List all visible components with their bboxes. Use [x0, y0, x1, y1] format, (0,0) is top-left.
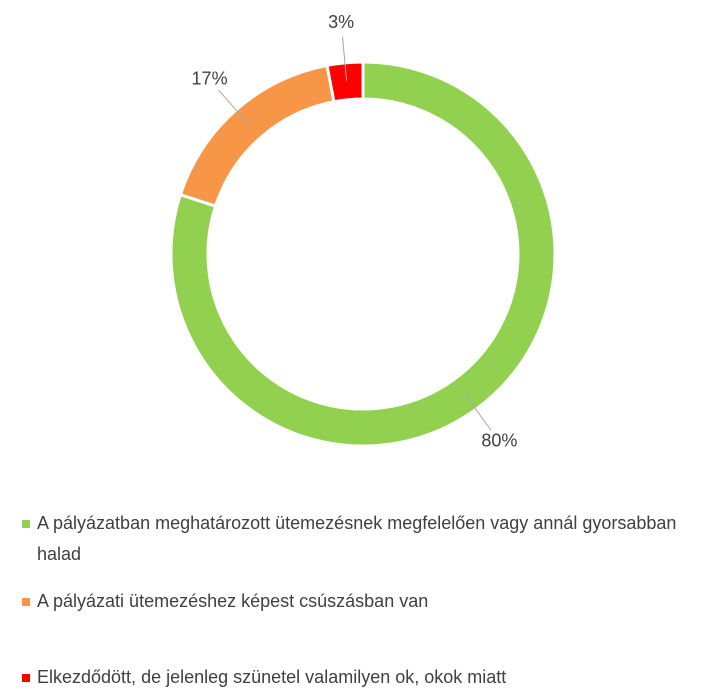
- donut-segment: [169, 60, 557, 448]
- legend-marker: [22, 598, 30, 606]
- legend-item: A pályázatban meghatározott ütemezésnek …: [0, 508, 687, 570]
- data-label: 80%: [481, 430, 517, 450]
- donut-segment: [325, 60, 365, 104]
- legend: A pályázatban meghatározott ütemezésnek …: [0, 508, 706, 693]
- legend-label: Elkezdődött, de jelenleg szünetel valami…: [37, 667, 507, 687]
- leader-line: [464, 394, 492, 431]
- legend-label: A pályázatban meghatározott ütemezésnek …: [37, 513, 677, 564]
- legend-label: A pályázati ütemezéshez képest csúszásba…: [37, 591, 429, 611]
- data-label: 3%: [328, 12, 354, 32]
- leader-line: [218, 90, 249, 124]
- legend-marker: [22, 520, 30, 528]
- donut-chart: 80% 17% 3%: [169, 12, 557, 450]
- legend-item: A pályázati ütemezéshez képest csúszásba…: [0, 586, 687, 617]
- legend-item: Elkezdődött, de jelenleg szünetel valami…: [0, 662, 687, 693]
- data-label: 17%: [192, 69, 228, 89]
- legend-marker: [22, 674, 30, 682]
- leader-line: [341, 36, 348, 81]
